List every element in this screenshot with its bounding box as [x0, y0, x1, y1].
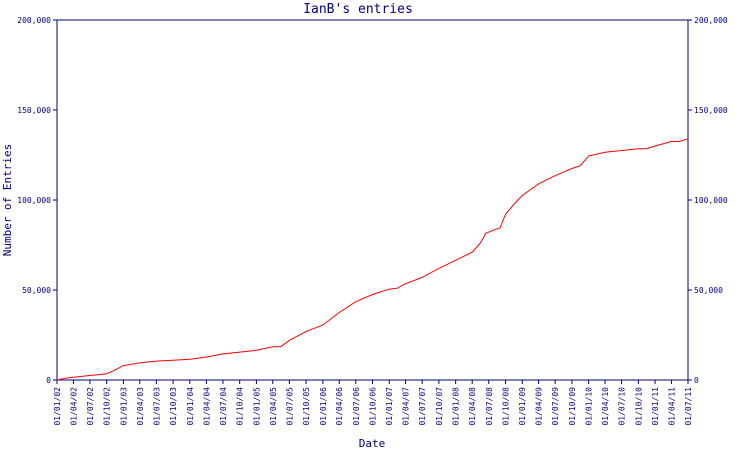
series-line	[56, 138, 689, 381]
x-tick-label: 01/07/03	[152, 387, 161, 426]
x-tick-label: 01/01/11	[651, 387, 660, 426]
x-tick-label: 01/04/09	[535, 387, 544, 426]
y-axis-right: 0 50,000 100,000 150,000 200,000	[688, 16, 728, 385]
x-tick-label: 01/04/02	[69, 387, 78, 426]
x-tick-label: 01/07/10	[618, 387, 627, 426]
x-tick-label: 01/04/10	[601, 387, 610, 426]
x-tick-label: 01/01/03	[119, 387, 128, 426]
x-tick-label: 01/04/04	[202, 387, 211, 426]
x-tick-label: 01/07/11	[684, 387, 693, 426]
x-tick-label: 01/07/02	[86, 387, 95, 426]
y-tick-label-left: 100,000	[17, 196, 51, 205]
y-tick-label-right: 200,000	[694, 16, 728, 25]
x-tick-label: 01/07/09	[551, 387, 560, 426]
x-tick-label: 01/10/04	[236, 387, 245, 426]
x-tick-label: 01/10/10	[634, 387, 643, 426]
x-tick-label: 01/07/07	[418, 387, 427, 426]
x-tick-label: 01/01/06	[319, 387, 328, 426]
x-tick-label: 01/10/07	[435, 387, 444, 426]
y-axis-left: 0 50,000 100,000 150,000 200,000	[17, 16, 57, 385]
x-axis-label: Date	[359, 437, 386, 450]
y-tick-label-right: 100,000	[694, 196, 728, 205]
x-tick-label: 01/10/08	[502, 387, 511, 426]
x-tick-label: 01/01/08	[452, 387, 461, 426]
y-axis-label: Number of Entries	[1, 144, 14, 257]
x-tick-label: 01/10/05	[302, 387, 311, 426]
x-tick-label: 01/01/07	[385, 387, 394, 426]
y-tick-label-right: 0	[694, 376, 699, 385]
x-tick-label: 01/01/05	[252, 387, 261, 426]
y-tick-label-left: 150,000	[17, 106, 51, 115]
y-tick-label-right: 150,000	[694, 106, 728, 115]
x-tick-label: 01/04/05	[269, 387, 278, 426]
x-tick-label: 01/01/10	[585, 387, 594, 426]
y-tick-label-left: 50,000	[22, 286, 51, 295]
x-tick-label: 01/01/04	[186, 387, 195, 426]
x-tick-label: 01/07/05	[285, 387, 294, 426]
x-tick-label: 01/07/06	[352, 387, 361, 426]
y-tick-label-left: 0	[46, 376, 51, 385]
y-tick-label-right: 50,000	[694, 286, 723, 295]
x-tick-label: 01/04/11	[667, 387, 676, 426]
x-tick-label: 01/10/06	[369, 387, 378, 426]
x-tick-label: 01/07/08	[485, 387, 494, 426]
x-tick-label: 01/04/06	[335, 387, 344, 426]
x-tick-label: 01/01/02	[53, 387, 62, 426]
x-tick-label: 01/10/03	[169, 387, 178, 426]
x-tick-label: 01/10/09	[568, 387, 577, 426]
plot-frame	[56, 19, 689, 381]
x-tick-label: 01/04/08	[468, 387, 477, 426]
y-tick-label-left: 200,000	[17, 16, 51, 25]
x-tick-label: 01/04/03	[136, 387, 145, 426]
x-tick-label: 01/04/07	[402, 387, 411, 426]
x-tick-label: 01/01/09	[518, 387, 527, 426]
x-axis: 01/01/02 01/04/02 01/07/02 01/10/02 01/01/03…	[53, 380, 693, 426]
x-tick-label: 01/10/02	[103, 387, 112, 426]
x-tick-label: 01/07/04	[219, 387, 228, 426]
chart-title: IanB's entries	[303, 2, 413, 17]
